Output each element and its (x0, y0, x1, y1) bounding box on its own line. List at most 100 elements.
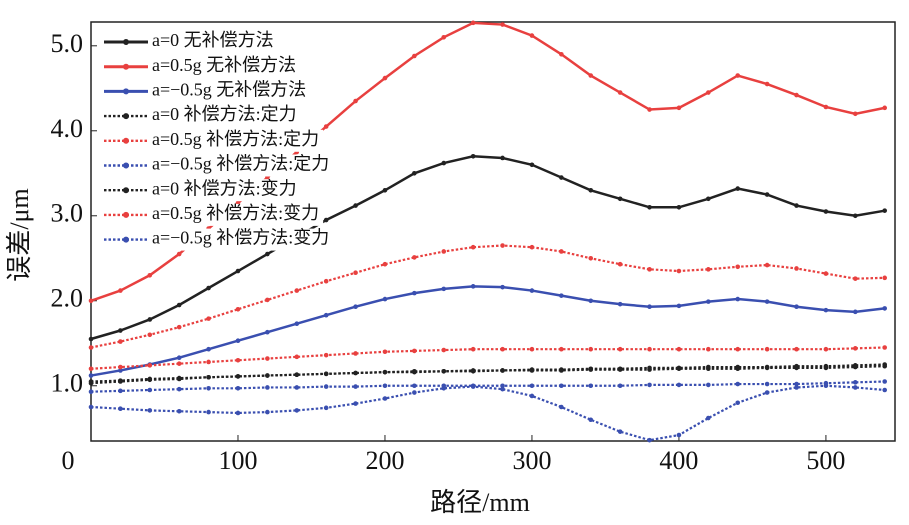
point (617, 196, 623, 202)
x-tick-label: 100 (218, 446, 257, 475)
point (294, 408, 300, 413)
point (353, 98, 358, 104)
legend-marker (123, 187, 129, 194)
point (235, 268, 241, 274)
point (735, 296, 741, 302)
point (412, 383, 417, 389)
point (559, 346, 564, 352)
point (353, 203, 358, 208)
point (265, 297, 270, 303)
point (617, 383, 623, 389)
point (382, 261, 388, 267)
point (794, 381, 799, 387)
point (529, 346, 535, 352)
point (353, 384, 358, 389)
point (265, 373, 270, 378)
point (441, 347, 447, 353)
point (353, 370, 358, 376)
series-line (90, 285, 885, 377)
point (323, 352, 329, 358)
point (706, 366, 711, 372)
point (206, 374, 211, 380)
point (735, 366, 741, 372)
point (235, 306, 241, 312)
point (764, 299, 770, 304)
point (235, 410, 241, 416)
point (176, 386, 182, 392)
point (823, 346, 829, 352)
point (676, 204, 682, 210)
point (853, 111, 858, 117)
point (647, 304, 652, 310)
legend-bg (98, 203, 324, 226)
point (588, 383, 594, 389)
x-axis-title: 路径/mm (430, 488, 530, 517)
point (529, 33, 535, 38)
point (323, 384, 329, 389)
point (382, 349, 388, 355)
point (412, 369, 417, 375)
point (265, 251, 270, 257)
point (294, 385, 300, 390)
point (853, 276, 858, 281)
point (147, 408, 153, 413)
point (676, 105, 682, 111)
point (559, 368, 564, 373)
legend-marker (123, 113, 129, 120)
point (676, 346, 682, 352)
point (88, 380, 94, 386)
point (500, 346, 505, 352)
point (412, 170, 417, 176)
point (588, 187, 594, 193)
point (176, 324, 182, 330)
legend-marker (123, 39, 129, 45)
point (735, 400, 741, 406)
point (853, 385, 858, 390)
point (588, 417, 594, 423)
point (441, 369, 447, 374)
point (559, 383, 564, 389)
point (676, 432, 682, 438)
y-tick-label: 5.0 (51, 29, 84, 58)
point (706, 90, 711, 95)
point (559, 404, 564, 410)
legend-bg (98, 80, 311, 103)
point (147, 272, 153, 278)
point (294, 288, 300, 293)
point (647, 267, 652, 272)
point (823, 104, 829, 110)
point (147, 317, 153, 322)
point (176, 302, 182, 308)
point (647, 346, 652, 352)
point (265, 385, 270, 390)
point (206, 316, 211, 321)
point (588, 73, 594, 78)
point (617, 367, 623, 372)
point (647, 437, 652, 443)
point (617, 301, 623, 307)
series-line (90, 380, 885, 393)
point (353, 270, 358, 276)
point (882, 105, 888, 111)
y-tick-label: 3.0 (51, 199, 84, 228)
point (353, 401, 358, 406)
point (176, 376, 182, 382)
point (206, 409, 211, 415)
legend: a=0 无补偿方法 a=0.5g 无补偿方法 a=−0.5g 无补偿方法 a=0 补偿… (98, 30, 334, 251)
point (794, 304, 799, 310)
legend-bg (98, 228, 334, 251)
point (647, 367, 652, 372)
point (88, 366, 94, 372)
series-line (90, 365, 885, 385)
point (118, 379, 123, 384)
point (588, 255, 594, 261)
point (588, 298, 594, 304)
point (617, 346, 623, 352)
point (412, 348, 417, 354)
point (235, 338, 241, 344)
point (294, 372, 300, 378)
series-line (90, 346, 885, 370)
point (794, 92, 799, 98)
point (323, 278, 329, 284)
